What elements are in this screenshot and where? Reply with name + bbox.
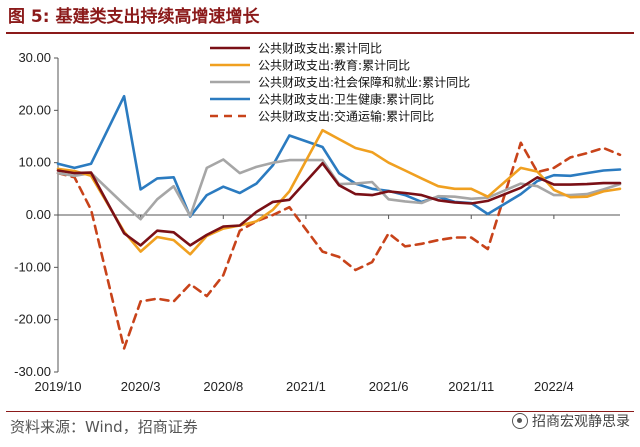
legend-label: 公共财政支出:累计同比 bbox=[258, 42, 382, 56]
x-tick-label: 2021/11 bbox=[448, 379, 494, 394]
chart-title: 图 5: 基建类支出持续高增速增长 bbox=[8, 7, 260, 27]
legend-label: 公共财政支出:教育:累计同比 bbox=[258, 58, 410, 73]
title-divider bbox=[6, 32, 634, 34]
source-note: 资料来源：Wind，招商证券 bbox=[10, 418, 198, 436]
watermark-label: 招商宏观静思录 bbox=[532, 414, 630, 430]
y-tick-label: 30.00 bbox=[18, 50, 51, 65]
x-tick-label: 2020/3 bbox=[121, 379, 161, 394]
series-line bbox=[56, 128, 622, 256]
legend-label: 公共财政支出:交通运输:累计同比 bbox=[258, 109, 434, 124]
y-tick-label: -10.00 bbox=[14, 259, 51, 274]
line-chart: 30.00 20.00 10.00 0.00 -10.00 -20.00 -30.00201… bbox=[14, 42, 622, 394]
y-tick-label: 10.00 bbox=[18, 155, 51, 170]
footer-divider bbox=[6, 411, 634, 412]
y-tick-label: -20.00 bbox=[14, 312, 51, 327]
x-tick-label: 2019/10 bbox=[35, 379, 82, 394]
x-tick-label: 2020/8 bbox=[203, 379, 243, 394]
legend-label: 公共财政支出:卫生健康:累计同比 bbox=[258, 92, 434, 107]
y-tick-label: -30.00 bbox=[14, 364, 51, 379]
x-tick-label: 2021/6 bbox=[369, 379, 409, 394]
series-line bbox=[56, 158, 622, 221]
series-line bbox=[56, 141, 622, 350]
y-tick-label: 0.00 bbox=[26, 207, 51, 222]
wechat-icon bbox=[512, 413, 528, 429]
y-tick-label: 20.00 bbox=[18, 102, 51, 117]
watermark: 招商宏观静思录 bbox=[512, 411, 630, 431]
series-line bbox=[56, 161, 622, 247]
x-tick-label: 2022/4 bbox=[534, 379, 574, 394]
legend-label: 公共财政支出:社会保障和就业:累计同比 bbox=[258, 75, 470, 90]
x-tick-label: 2021/1 bbox=[286, 379, 326, 394]
series-line bbox=[56, 94, 622, 218]
